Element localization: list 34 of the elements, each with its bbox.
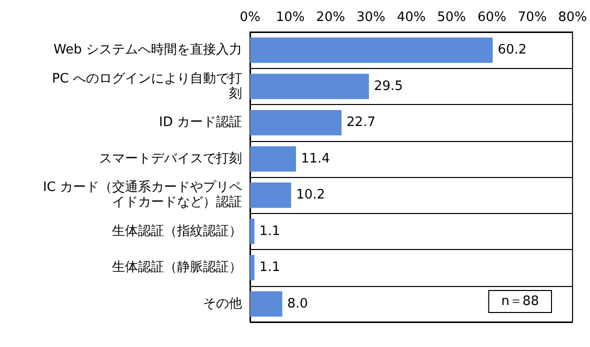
y-tick-label: スマートデバイスで打刻 <box>99 151 242 166</box>
bar <box>250 110 342 136</box>
y-tick-label: IC カード（交通系カードやプリペイドカードなど）認証 <box>42 179 242 210</box>
x-tick-label: 0% <box>240 10 260 25</box>
x-tick-label: 50% <box>437 10 466 25</box>
x-tick-label: 80% <box>558 10 588 25</box>
bar <box>250 218 254 244</box>
x-tick-label: 70% <box>518 10 547 25</box>
x-tick-label: 10% <box>276 10 305 25</box>
data-label: 11.4 <box>300 151 330 166</box>
x-tick-label: 40% <box>396 10 426 25</box>
bar <box>250 74 369 100</box>
bar <box>250 254 254 280</box>
x-tick-label: 20% <box>316 10 346 25</box>
bar <box>250 37 493 63</box>
y-tick-label: その他 <box>203 296 242 312</box>
y-tick-label: 生体認証（静脈認証） <box>112 260 242 276</box>
data-label: 22.7 <box>346 115 376 130</box>
y-tick-label: 生体認証（指紋認証） <box>112 224 242 239</box>
data-label: 10.2 <box>296 188 326 203</box>
data-label: 1.1 <box>259 224 280 239</box>
data-label: 60.2 <box>498 42 527 58</box>
data-label: 1.1 <box>259 260 280 276</box>
bar <box>250 146 296 172</box>
y-tick-label: Web システムへ時間を直接入力 <box>54 42 242 58</box>
y-tick-label: PC へのログインにより自動で打刻 <box>52 71 242 102</box>
bar <box>250 291 282 317</box>
data-label: 29.5 <box>374 78 403 94</box>
y-tick-label: ID カード認証 <box>159 115 242 130</box>
annotation: n＝88 <box>501 294 539 309</box>
bar <box>250 182 292 208</box>
data-label: 8.0 <box>287 296 308 312</box>
x-tick-label: 30% <box>356 10 386 25</box>
x-tick-label: 60% <box>477 10 506 25</box>
